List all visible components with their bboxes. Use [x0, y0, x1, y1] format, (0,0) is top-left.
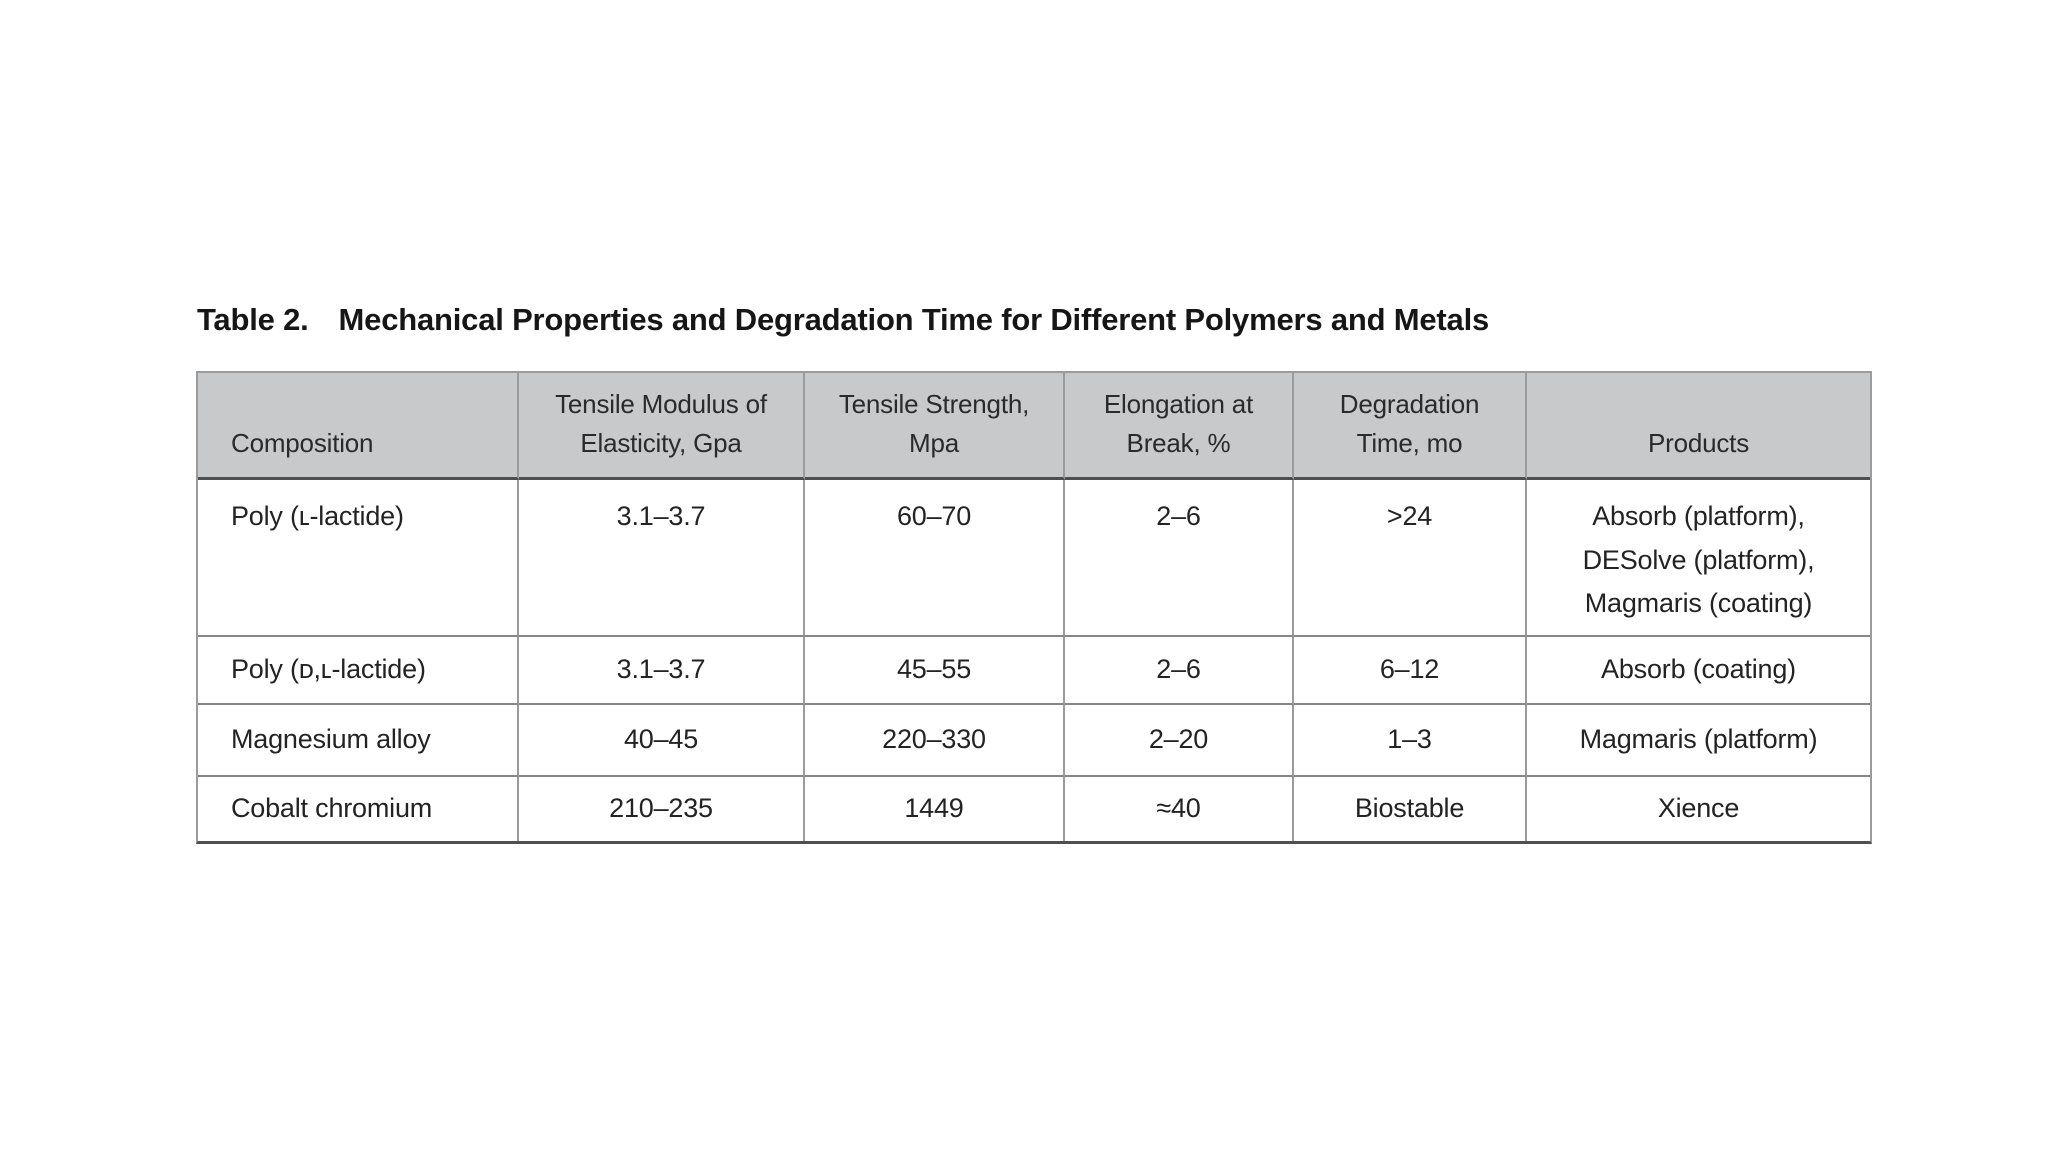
cell-strength-row4: 1449	[805, 777, 1065, 841]
column-header-degradation-time: Degradation Time, mo	[1294, 373, 1527, 480]
cell-modulus-row2: 3.1–3.7	[519, 637, 805, 705]
cell-composition-row1: Poly (ʟ-lactide)	[198, 480, 519, 637]
column-header-products: Products	[1527, 373, 1870, 480]
cell-modulus-row4: 210–235	[519, 777, 805, 841]
cell-modulus-row3: 40–45	[519, 705, 805, 777]
properties-table: Composition Tensile Modulus of Elasticit…	[196, 371, 1872, 844]
column-header-composition: Composition	[198, 373, 519, 480]
cell-composition-row4: Cobalt chromium	[198, 777, 519, 841]
cell-strength-row3: 220–330	[805, 705, 1065, 777]
cell-composition-row2: Poly (ᴅ,ʟ-lactide)	[198, 637, 519, 705]
cell-strength-row2: 45–55	[805, 637, 1065, 705]
cell-degradation-row1: >24	[1294, 480, 1527, 637]
column-header-tensile-strength: Tensile Strength, Mpa	[805, 373, 1065, 480]
cell-products-row4: Xience	[1657, 793, 1740, 824]
table-caption-label: Table 2.	[197, 302, 309, 337]
cell-degradation-row2: 6–12	[1294, 637, 1527, 705]
table-caption-text: Mechanical Properties and Degradation Ti…	[338, 302, 1490, 337]
cell-products-row2: Absorb (coating)	[1527, 637, 1870, 705]
cell-composition-row3: Magnesium alloy	[198, 705, 519, 777]
cell-products-row1: Absorb (platform), DESolve (platform), M…	[1527, 480, 1870, 637]
column-header-tensile-modulus: Tensile Modulus of Elasticity, Gpa	[519, 373, 805, 480]
cell-elongation-row3: 2–20	[1065, 705, 1294, 777]
column-header-elongation: Elongation at Break, %	[1065, 373, 1294, 480]
cell-degradation-row4: Biostable	[1294, 777, 1527, 841]
cell-elongation-row2: 2–6	[1065, 637, 1294, 705]
table-caption: Table 2. Mechanical Properties and Degrad…	[197, 302, 1489, 338]
cell-degradation-row3: 1–3	[1294, 705, 1527, 777]
cell-strength-row1: 60–70	[805, 480, 1065, 637]
cell-products-row3: Magmaris (platform)	[1527, 705, 1870, 777]
cell-elongation-row4: ≈40	[1065, 777, 1294, 841]
cell-elongation-row1: 2–6	[1065, 480, 1294, 637]
cell-modulus-row1: 3.1–3.7	[519, 480, 805, 637]
